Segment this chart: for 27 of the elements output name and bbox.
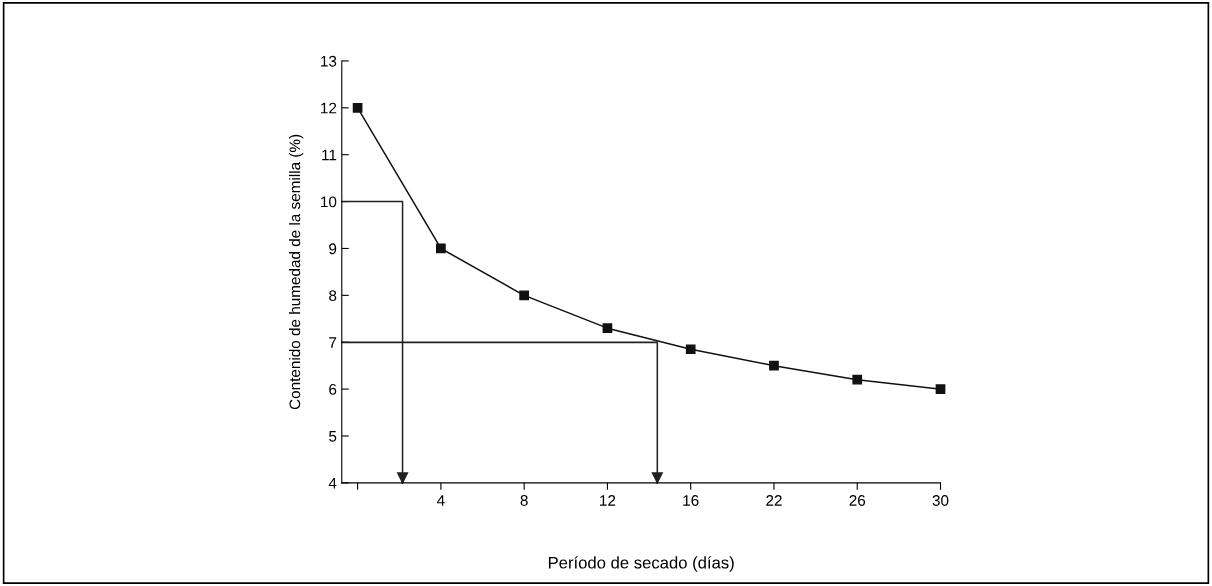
x-tick-label: 26 [849,495,866,506]
y-tick-label: 7 [329,337,337,348]
y-tick-label: 5 [329,431,337,442]
point [852,374,863,385]
point [685,344,696,355]
x-axis-title: Período de secado (días) [548,556,734,572]
y-tick-label: 13 [321,55,337,67]
x-tick-label: 16 [683,495,699,506]
x-tick-label: 4 [436,495,445,506]
y-tick-label: 12 [321,102,337,114]
x-tick-label: 22 [766,495,782,506]
y-axis-title: Contenido de humedad de la semilla (%) [289,134,304,410]
point [352,102,363,113]
point [935,384,946,394]
y-tick-label: 8 [329,290,337,302]
point [436,243,446,254]
y-tick-label: 9 [329,243,337,255]
x-tick-label: 30 [932,495,949,506]
point [769,360,779,371]
point [602,323,613,334]
y-tick-label: 10 [321,196,337,208]
y-tick-label: 6 [329,383,337,395]
x-tick-label: 8 [520,495,528,506]
x-tick-label: 12 [600,495,616,506]
point [519,290,530,301]
y-tick-label: 11 [322,149,337,161]
y-tick-label: 4 [328,477,337,489]
